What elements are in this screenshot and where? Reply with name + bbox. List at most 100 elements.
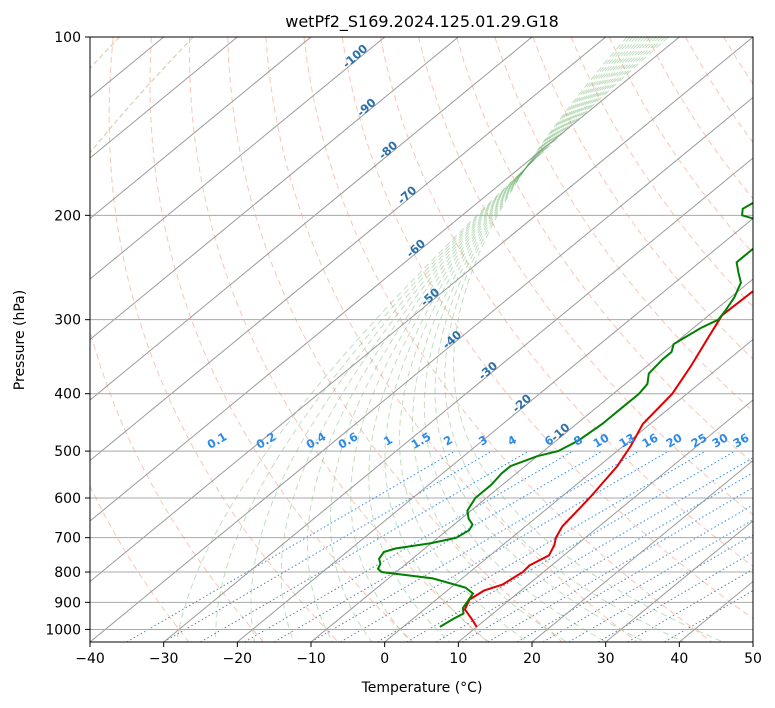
isotherm-line (90, 96, 753, 642)
isotherm-line (384, 338, 753, 642)
isotherm-label: -30 (475, 359, 500, 383)
mixing-ratio-line (517, 504, 753, 642)
y-tick-label: 1000 (45, 622, 81, 638)
chart-title: wetPf2_S169.2024.125.01.29.G18 (285, 12, 559, 32)
moist-adiabat (350, 37, 651, 642)
moist-adiabat (307, 37, 657, 642)
mixing-ratio-line (200, 450, 529, 642)
dry-adiabat (303, 37, 712, 642)
dry-adiabat (723, 37, 753, 85)
y-tick-label: 100 (54, 30, 81, 46)
dry-adiabat (646, 37, 753, 200)
dry-adiabat (108, 37, 339, 642)
isotherm-line (90, 37, 312, 220)
x-tick-label: −10 (296, 651, 326, 667)
mixing-ratio-line (126, 450, 456, 642)
moist-adiabat (176, 37, 669, 642)
mixing-ratio-label: 0.1 (205, 429, 230, 451)
isotherm-line (90, 37, 533, 401)
x-tick-label: 30 (597, 651, 615, 667)
mixing-ratio-line (310, 450, 640, 642)
y-tick-label: 400 (54, 387, 81, 403)
grid (90, 37, 753, 642)
moist-adiabat (384, 37, 646, 642)
moist-adiabat (411, 37, 640, 642)
mixing-ratio-line (340, 450, 669, 642)
dry-adiabat (418, 37, 753, 516)
moist-adiabat (368, 37, 649, 642)
mixing-ratio-line (542, 519, 753, 642)
moist-adiabat (330, 37, 654, 642)
x-tick-label: 0 (380, 651, 389, 667)
mixing-ratio-label: 1 (381, 432, 395, 448)
x-tick-label: 20 (523, 651, 541, 667)
y-tick-label: 700 (54, 531, 81, 547)
moist-adiabat (434, 37, 646, 642)
plot-frame (89, 36, 754, 643)
x-tick-label: 40 (670, 651, 688, 667)
series-group (376, 201, 753, 628)
dry-adiabat (149, 37, 414, 642)
dry-adiabat (227, 37, 563, 642)
mixing-ratio-line (273, 450, 603, 642)
isotherm-line (457, 399, 753, 642)
mixing-ratio-line (435, 457, 753, 642)
mixing-ratio-label: 20 (664, 430, 685, 450)
mixing-ratio-label: 10 (591, 430, 612, 450)
mixing-ratio-label: 4 (505, 432, 519, 448)
mixing-ratio-line (377, 450, 706, 642)
isotherm-line (90, 37, 386, 280)
isotherm-label: -20 (509, 391, 534, 415)
y-tick-label: 300 (54, 313, 81, 329)
mixing-ratio-line (461, 472, 753, 642)
mixing-ratio-line (244, 450, 574, 642)
isotherm-label: -90 (354, 95, 379, 119)
isotherm-line (678, 580, 753, 642)
background-lines (90, 37, 775, 642)
isotherm-label: -70 (394, 183, 419, 207)
isotherm-line (310, 278, 753, 642)
dry-adiabat-label: 10 (754, 493, 775, 514)
x-tick-label: −40 (75, 651, 105, 667)
moist-adiabat (453, 37, 724, 642)
mixing-ratio-label: 1.5 (409, 429, 434, 451)
isotherm-line (90, 37, 680, 522)
moist-adiabat (399, 37, 643, 642)
mixing-ratio-label: 0.2 (254, 429, 279, 451)
dry-adiabat-label: 40 (769, 583, 775, 604)
isotherm-line (90, 37, 753, 583)
x-tick-label: −30 (149, 651, 179, 667)
dry-adiabat-label: 20 (749, 530, 770, 551)
dry-adiabat (90, 329, 264, 642)
axes: −40 −30 −20 −10 0 10 20 30 40 50 100 200 300 400 500 60… (45, 30, 762, 667)
dewpoint-line (376, 201, 753, 628)
dry-adiabat (570, 37, 753, 308)
x-axis-title: Temperature (°C) (361, 680, 483, 696)
mixing-ratio-line (163, 450, 493, 642)
dry-adiabat (456, 37, 753, 464)
x-tick-label: 10 (449, 651, 467, 667)
isotherm-line (163, 157, 753, 642)
dry-adiabat (762, 37, 775, 642)
temperature-line (463, 290, 753, 628)
isopleth-labels: 0.1 0.2 0.4 0.6 1 1.5 2 3 4 6 8 10 13 16 20 25 30 36-100-… (205, 41, 775, 604)
y-axis-title: Pressure (hPa) (12, 290, 28, 390)
isotherm-line (752, 641, 753, 642)
isotherm-line (531, 459, 753, 642)
mixing-ratio-label: 13 (617, 430, 638, 450)
dry-adiabat (341, 37, 753, 620)
isotherm-label: -50 (418, 285, 443, 309)
dry-adiabat-label: 30 (755, 559, 775, 580)
y-tick-label: 500 (54, 444, 81, 460)
x-tick-label: −20 (223, 651, 253, 667)
isotherm-line (605, 520, 753, 642)
mixing-ratio-line (406, 450, 736, 642)
dry-adiabat (379, 37, 753, 568)
dry-adiabat-label: 0 (754, 467, 770, 483)
mixing-ratio-label: 36 (731, 430, 752, 450)
y-tick-label: 600 (54, 491, 81, 507)
mixing-ratio-line (598, 551, 753, 642)
isotherm-label: -80 (376, 138, 401, 162)
mixing-ratio-label: 16 (640, 430, 661, 450)
